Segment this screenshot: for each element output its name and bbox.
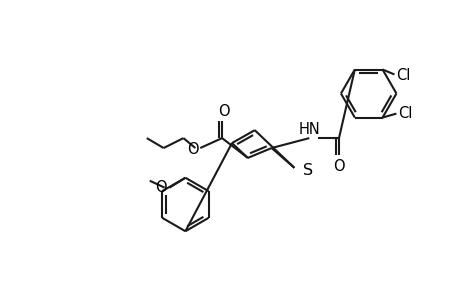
Text: O: O [332, 159, 344, 174]
Text: O: O [218, 104, 230, 119]
Text: O: O [186, 142, 198, 157]
Text: Cl: Cl [396, 68, 410, 83]
Text: Cl: Cl [397, 106, 412, 121]
Text: S: S [302, 163, 313, 178]
Text: HN: HN [298, 122, 319, 137]
Text: O: O [155, 180, 166, 195]
